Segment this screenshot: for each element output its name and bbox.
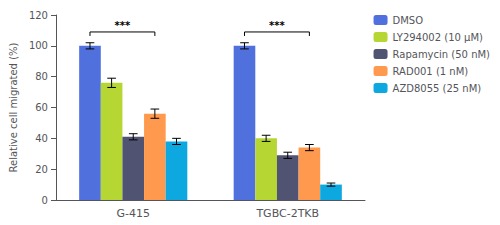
svg-text:G-415: G-415 <box>116 207 150 220</box>
svg-text:LY294002 (10 μM): LY294002 (10 μM) <box>393 32 483 43</box>
svg-text:100: 100 <box>29 40 48 51</box>
svg-text:RAD001 (1 nM): RAD001 (1 nM) <box>393 66 469 77</box>
svg-text:0: 0 <box>42 195 48 206</box>
svg-text:TGBC-2TKB: TGBC-2TKB <box>255 207 319 220</box>
svg-text:Relative cell migrated (%): Relative cell migrated (%) <box>8 42 19 172</box>
svg-text:***: *** <box>269 20 285 31</box>
svg-text:AZD8055 (25 nM): AZD8055 (25 nM) <box>393 83 482 94</box>
svg-text:40: 40 <box>35 133 48 144</box>
svg-text:Rapamycin (50 nM): Rapamycin (50 nM) <box>393 49 491 60</box>
svg-text:***: *** <box>115 20 131 31</box>
svg-text:60: 60 <box>35 102 48 113</box>
svg-text:DMSO: DMSO <box>393 15 424 26</box>
svg-text:20: 20 <box>35 164 48 175</box>
svg-text:80: 80 <box>35 71 48 82</box>
svg-text:120: 120 <box>29 10 48 21</box>
